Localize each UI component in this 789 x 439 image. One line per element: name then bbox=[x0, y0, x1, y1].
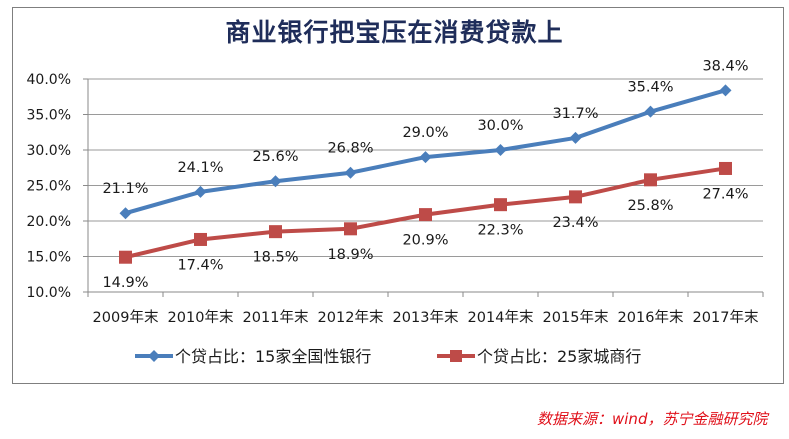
y-tick-label: 10.0% bbox=[27, 285, 71, 301]
data-label: 38.4% bbox=[702, 58, 748, 74]
chart-frame bbox=[12, 7, 784, 384]
diamond-marker-icon bbox=[719, 84, 732, 97]
square-marker-icon bbox=[494, 198, 507, 212]
x-tick-label: 2014年末 bbox=[468, 309, 534, 326]
square-marker-icon bbox=[194, 232, 207, 246]
y-tick-label: 15.0% bbox=[27, 250, 71, 266]
data-label: 29.0% bbox=[402, 125, 448, 141]
data-label: 23.4% bbox=[552, 215, 598, 231]
diamond-marker-icon bbox=[135, 348, 173, 362]
diamond-marker-icon bbox=[569, 131, 582, 144]
data-label: 17.4% bbox=[177, 257, 223, 273]
x-tick-label: 2012年末 bbox=[318, 309, 384, 326]
data-label: 26.8% bbox=[327, 141, 373, 157]
square-marker-icon bbox=[569, 190, 582, 204]
x-tick-label: 2017年末 bbox=[693, 309, 759, 326]
legend-item-city-banks: 个贷占比：25家城商行 bbox=[437, 343, 641, 367]
data-label: 35.4% bbox=[627, 80, 673, 96]
x-tick-label: 2010年末 bbox=[168, 309, 234, 326]
legend-label: 个贷占比：15家全国性银行 bbox=[175, 347, 372, 366]
x-axis-ticks: 2009年末 2010年末 2011年末 2012年末 2013年末 2014年末 2015… bbox=[93, 309, 759, 326]
data-label: 30.0% bbox=[477, 118, 523, 134]
y-tick-label: 20.0% bbox=[27, 214, 71, 230]
legend-item-national-banks: 个贷占比：15家全国性银行 bbox=[135, 343, 371, 367]
diamond-marker-icon bbox=[344, 166, 357, 179]
data-label: 25.8% bbox=[627, 198, 673, 214]
y-tick-label: 35.0% bbox=[27, 108, 71, 124]
x-tick-label: 2015年末 bbox=[543, 309, 609, 326]
x-tick-label: 2013年末 bbox=[393, 309, 459, 326]
square-marker-icon bbox=[644, 173, 657, 187]
y-tick-label: 40.0% bbox=[27, 72, 71, 88]
data-label: 27.4% bbox=[702, 186, 748, 202]
square-marker-icon bbox=[119, 250, 132, 264]
square-marker-icon bbox=[344, 222, 357, 236]
data-label: 22.3% bbox=[477, 223, 523, 239]
legend: 个贷占比：15家全国性银行 个贷占比：25家城商行 bbox=[0, 343, 789, 367]
source-note: 数据来源：wind，苏宁金融研究院 bbox=[537, 410, 768, 428]
data-label: 18.5% bbox=[252, 250, 298, 266]
square-marker-icon bbox=[437, 348, 475, 362]
y-tick-label: 30.0% bbox=[27, 143, 71, 159]
series-lines bbox=[119, 84, 732, 264]
diamond-marker-icon bbox=[494, 144, 507, 156]
x-tick-label: 2016年末 bbox=[618, 309, 684, 326]
axes bbox=[83, 78, 764, 297]
square-marker-icon bbox=[719, 161, 732, 175]
chart-title: 商业银行把宝压在消费贷款上 bbox=[225, 18, 564, 47]
legend-label: 个贷占比：25家城商行 bbox=[477, 347, 642, 366]
data-label: 18.9% bbox=[327, 247, 373, 263]
data-label: 14.9% bbox=[102, 275, 148, 291]
diamond-marker-icon bbox=[194, 185, 207, 198]
x-tick-label: 2009年末 bbox=[93, 309, 159, 326]
diamond-marker-icon bbox=[644, 105, 657, 118]
data-label: 24.1% bbox=[177, 160, 223, 176]
square-marker-icon bbox=[419, 208, 432, 222]
y-tick-label: 25.0% bbox=[27, 179, 71, 195]
data-labels: 21.1% 24.1% 25.6% 26.8% 29.0% 30.0% 31.7% 35.4%… bbox=[102, 58, 748, 291]
diamond-marker-icon bbox=[419, 151, 432, 164]
data-label: 31.7% bbox=[552, 106, 598, 122]
data-label: 20.9% bbox=[402, 233, 448, 249]
data-label: 25.6% bbox=[252, 149, 298, 165]
diamond-marker-icon bbox=[269, 175, 282, 188]
data-label: 21.1% bbox=[102, 181, 148, 197]
y-axis-ticks: 10.0% 15.0% 20.0% 25.0% 30.0% 35.0% 40.0% bbox=[27, 72, 71, 301]
square-marker-icon bbox=[269, 225, 282, 239]
diamond-marker-icon bbox=[119, 207, 132, 220]
x-tick-label: 2011年末 bbox=[243, 309, 309, 326]
